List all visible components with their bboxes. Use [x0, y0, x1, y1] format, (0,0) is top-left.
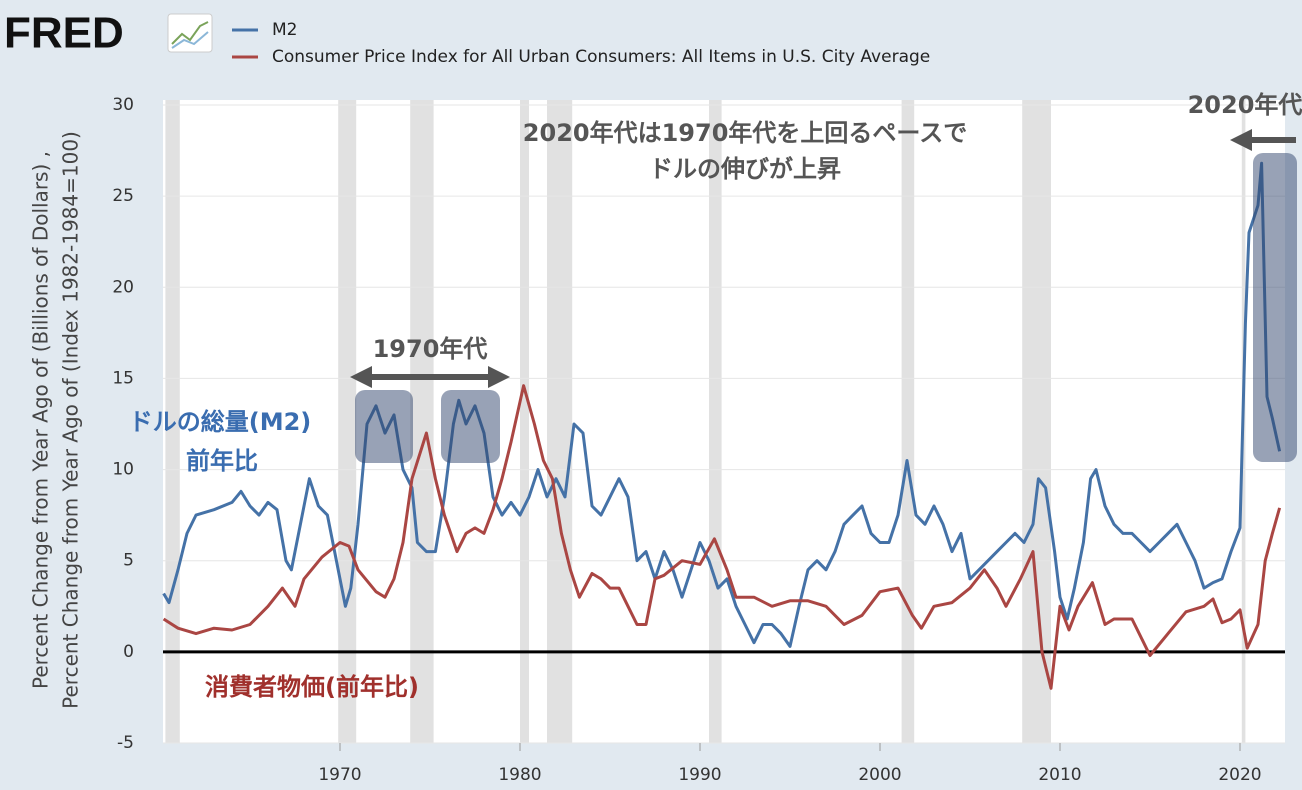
- y-axis-label: Percent Change from Year Ago of (Index 1…: [59, 131, 83, 709]
- annotation: 1970年代: [373, 335, 488, 363]
- annotation: 2020年代: [1188, 91, 1302, 119]
- recession-band: [410, 100, 434, 743]
- x-tick-label: 2000: [858, 765, 901, 785]
- recession-band: [165, 100, 180, 743]
- annotation: 2020年代は1970年代を上回るペースで: [523, 119, 967, 147]
- legend-label: M2: [272, 20, 297, 40]
- recession-band: [547, 100, 573, 743]
- recession-band: [901, 100, 915, 743]
- y-axis-label: Percent Change from Year Ago of (Billion…: [29, 151, 53, 689]
- highlight-boxes: [355, 153, 1297, 463]
- x-tick-label: 2020: [1218, 765, 1261, 785]
- y-tick-label: 0: [123, 642, 134, 662]
- y-tick-label: 25: [112, 186, 134, 206]
- y-tick-label: 5: [123, 551, 134, 571]
- recession-band: [1022, 100, 1051, 743]
- double-arrow: [350, 366, 510, 388]
- series-line: [162, 384, 1282, 690]
- recession-band: [709, 100, 722, 743]
- x-tick-label: 1990: [678, 765, 721, 785]
- annotation: ドルの総量(M2): [129, 408, 312, 436]
- x-tick-label: 2010: [1038, 765, 1081, 785]
- y-tick-label: 15: [112, 368, 134, 388]
- y-tick-label: 30: [112, 95, 134, 115]
- y-tick-label: -5: [117, 733, 134, 753]
- logo-icon: [167, 13, 213, 53]
- recession-band: [520, 100, 529, 743]
- annotation: 消費者物価(前年比): [205, 673, 419, 701]
- left-arrow: [1230, 129, 1296, 151]
- annotation: 前年比: [186, 447, 258, 475]
- y-tick-label: 20: [112, 277, 134, 297]
- annotation: ドルの伸びが上昇: [649, 155, 841, 183]
- x-tick-label: 1980: [498, 765, 541, 785]
- series-line: [162, 161, 1282, 648]
- legend-label: Consumer Price Index for All Urban Consu…: [272, 47, 930, 67]
- y-tick-label: 10: [112, 460, 134, 480]
- x-tick-label: 1970: [318, 765, 361, 785]
- logo: FRED: [4, 9, 124, 58]
